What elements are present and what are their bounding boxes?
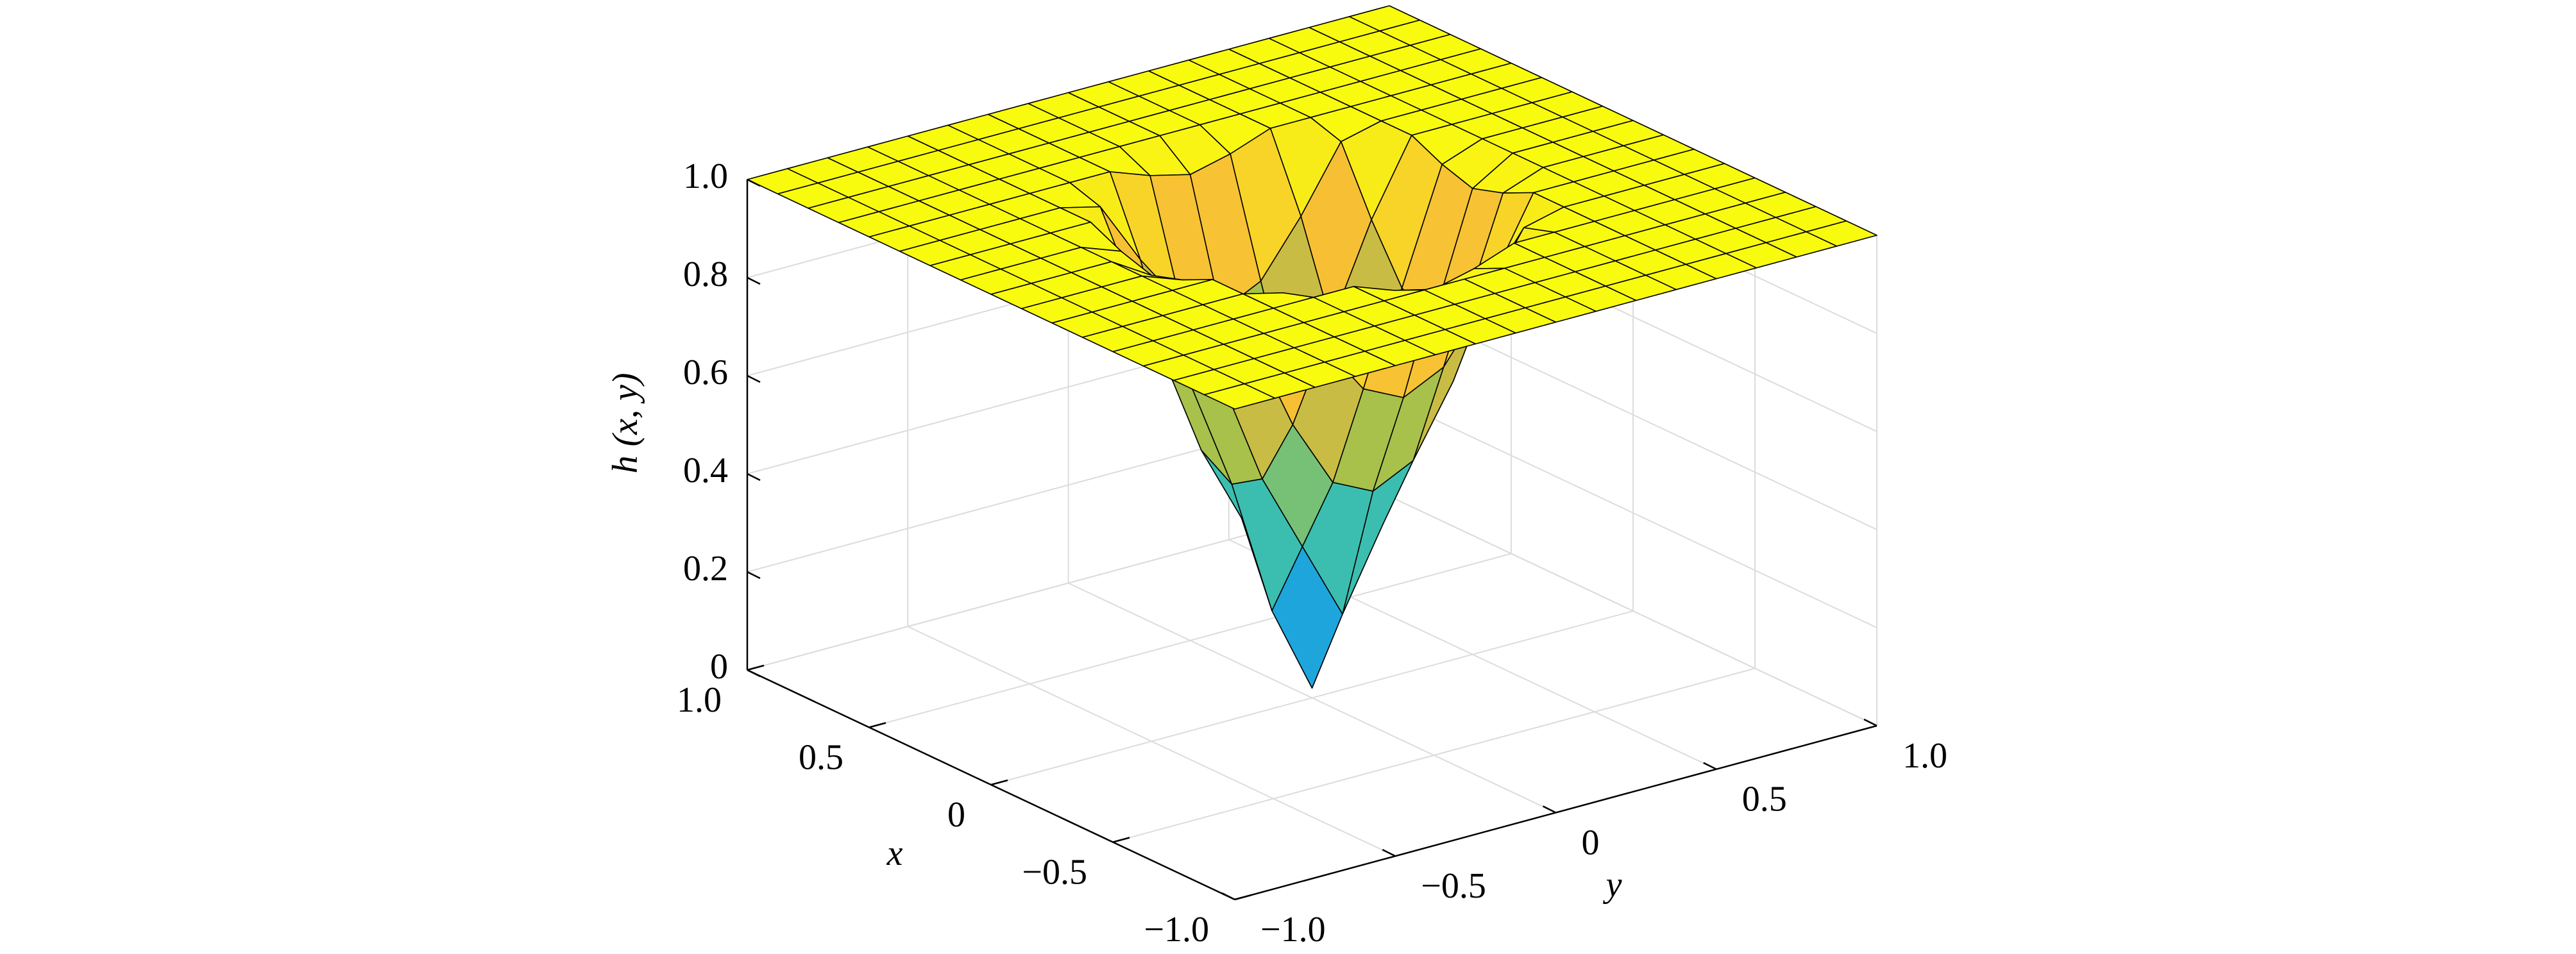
grid-line xyxy=(1389,398,1877,628)
z-tick xyxy=(747,178,761,187)
grid-line xyxy=(907,626,1396,857)
x-tick xyxy=(1112,837,1130,843)
x-tick-label: 1.0 xyxy=(677,680,722,720)
x-tick xyxy=(990,779,1008,786)
x-tick-label: −1.0 xyxy=(1144,910,1209,950)
x-tick-label: 0.5 xyxy=(799,737,843,777)
z-tick xyxy=(747,374,761,383)
y-tick-label: −0.5 xyxy=(1421,866,1486,906)
y-tick xyxy=(1703,762,1717,770)
y-tick xyxy=(1382,849,1396,857)
x-tick xyxy=(869,722,886,728)
z-tick xyxy=(747,669,761,678)
layer xyxy=(747,5,1877,689)
grid-line xyxy=(1068,582,1556,814)
x-tick xyxy=(1234,894,1252,901)
y-tick-label: 0 xyxy=(1582,823,1600,862)
z-tick-label: 1.0 xyxy=(683,156,728,196)
grid-line xyxy=(1389,496,1877,726)
z-tick xyxy=(747,473,761,481)
z-tick xyxy=(747,276,761,285)
y-tick-label: −1.0 xyxy=(1260,910,1326,950)
z-tick-label: 0.4 xyxy=(683,451,728,490)
surface-patch xyxy=(1203,383,1276,410)
z-tick-label: 0.2 xyxy=(683,549,728,589)
y-tick-label: 0.5 xyxy=(1742,780,1787,819)
z-tick xyxy=(747,571,761,580)
y-tick-label: 1.0 xyxy=(1902,736,1947,776)
z-axis-label: h (x, y) xyxy=(606,372,645,473)
y-axis-label: y xyxy=(1603,865,1622,905)
x-tick xyxy=(747,664,765,671)
x-axis-label: x xyxy=(886,833,903,873)
y-tick xyxy=(1221,892,1235,901)
z-tick-label: 0 xyxy=(710,647,728,687)
y-tick xyxy=(1542,805,1557,814)
y-tick xyxy=(1863,718,1877,727)
z-tick-label: 0.6 xyxy=(683,353,728,392)
z-tick-label: 0.8 xyxy=(683,255,728,294)
x-tick-label: −0.5 xyxy=(1022,852,1087,892)
layer: −1.0−0.500.51.0−1.0−0.500.51.000.20.40.6… xyxy=(677,156,1947,950)
x-tick-label: 0 xyxy=(947,795,965,835)
